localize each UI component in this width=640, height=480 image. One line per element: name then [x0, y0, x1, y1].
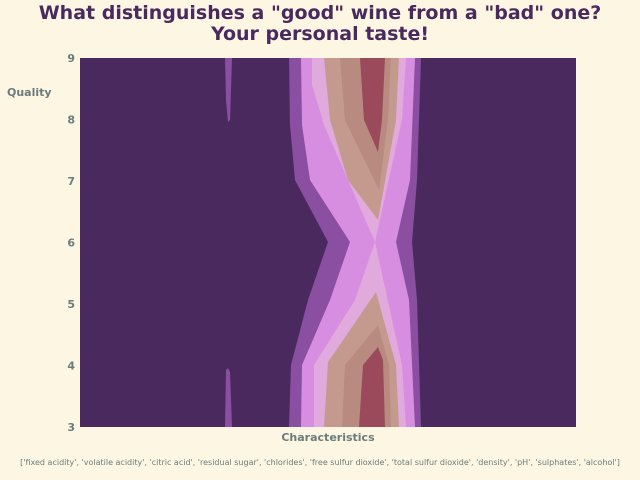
- contour-thin-top: [225, 58, 232, 122]
- y-tick-label: 4: [67, 360, 75, 373]
- contour-bot-6: [359, 347, 385, 427]
- y-tick-label: 3: [67, 421, 75, 434]
- contour-thin-bottom: [225, 368, 232, 427]
- contour-top-6: [360, 58, 385, 152]
- chart-subtitle: Your personal taste!: [210, 23, 430, 45]
- y-tick-label: 6: [67, 237, 75, 250]
- y-tick-label: 8: [67, 114, 75, 127]
- x-axis-label: Characteristics: [281, 431, 375, 444]
- y-tick-label: 5: [67, 298, 75, 311]
- y-tick-label: 7: [67, 175, 75, 188]
- x-categories-caption: ['fixed acidity', 'volatile acidity', 'c…: [20, 458, 620, 467]
- contour-bands: [80, 58, 576, 427]
- y-tick-label: 9: [67, 52, 75, 65]
- y-ticks: 3 4 5 6 7 8 9: [67, 52, 75, 434]
- y-axis-label: Quality: [7, 86, 52, 99]
- chart-title: What distinguishes a "good" wine from a …: [38, 2, 602, 24]
